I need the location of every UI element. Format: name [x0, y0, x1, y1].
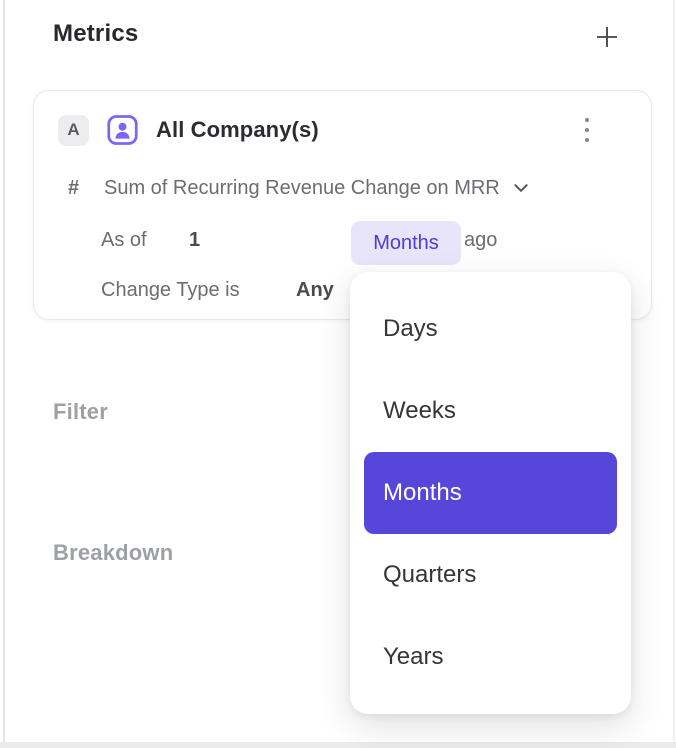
metric-letter-badge: A [58, 114, 89, 146]
metric-card-header: A All Company(s) [58, 113, 627, 147]
dropdown-option-years[interactable]: Years [383, 643, 444, 670]
as-of-value[interactable]: 1 [189, 229, 201, 251]
chevron-down-icon [512, 179, 530, 197]
breakdown-section-label: Breakdown [53, 540, 174, 565]
as-of-suffix: ago [464, 229, 498, 251]
panel-left-divider [3, 0, 5, 742]
kebab-menu-icon[interactable] [577, 115, 597, 145]
change-type-value[interactable]: Any [296, 279, 334, 301]
dropdown-option-weeks[interactable]: Weeks [383, 397, 456, 424]
metric-type-hash: # [68, 176, 80, 199]
page-title: Metrics [53, 20, 139, 47]
metric-selector[interactable]: # Sum of Recurring Revenue Change on MRR [34, 173, 631, 203]
change-type-label: Change Type is [101, 279, 240, 301]
entity-name: All Company(s) [156, 117, 319, 142]
dropdown-option-days[interactable]: Days [383, 315, 438, 342]
panel-bottom-divider [0, 742, 676, 748]
add-metric-button[interactable] [592, 22, 622, 52]
dropdown-option-months[interactable]: Months [364, 452, 617, 534]
metric-card: A All Company(s) # Sum of Recurring Reve… [33, 90, 652, 320]
metric-name: Sum of Recurring Revenue Change on MRR [104, 176, 500, 199]
plus-icon [594, 24, 620, 50]
dropdown-option-quarters[interactable]: Quarters [383, 561, 477, 588]
panel-right-divider [673, 0, 675, 742]
person-icon [106, 113, 139, 147]
time-unit-dropdown: Days Weeks Months Quarters Years [350, 272, 631, 714]
as-of-label: As of [101, 229, 147, 251]
time-unit-select[interactable]: Months [351, 221, 461, 265]
change-type-row: Change Type is Any [34, 276, 651, 306]
as-of-row: As of 1 Months ago [34, 219, 651, 265]
filter-section-label: Filter [53, 399, 108, 424]
metrics-header: Metrics [0, 0, 676, 70]
